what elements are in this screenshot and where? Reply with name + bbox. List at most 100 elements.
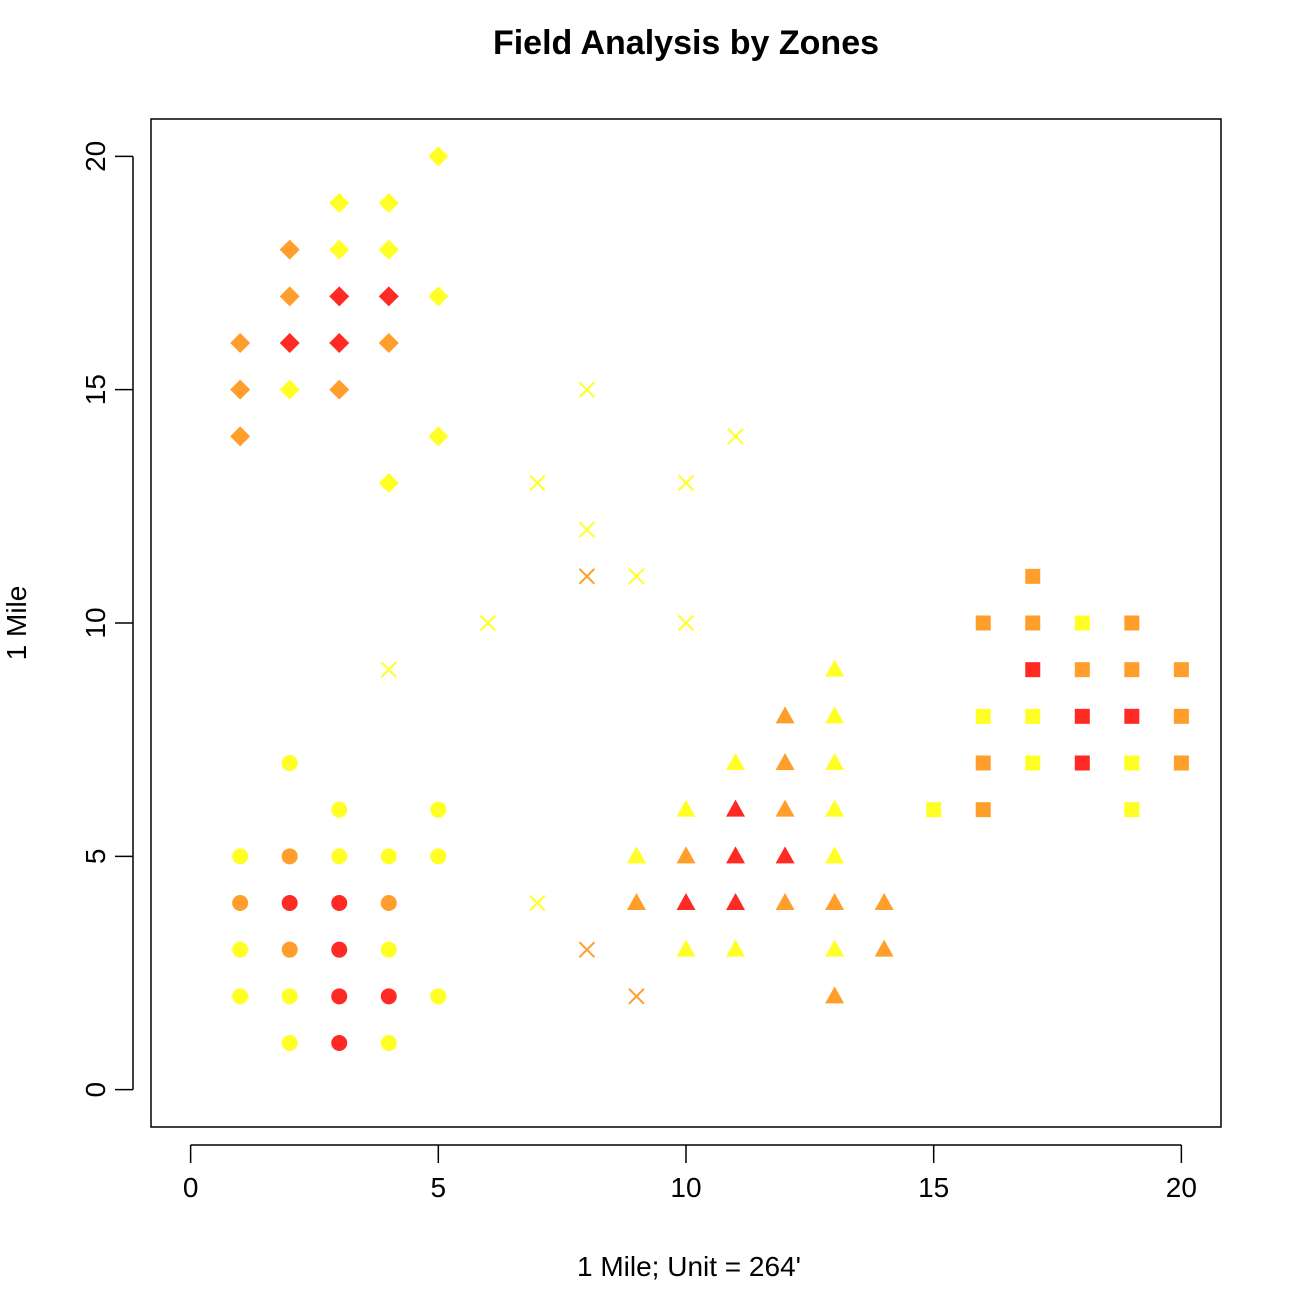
point-cross	[628, 988, 645, 1005]
point-cross	[677, 614, 695, 632]
point-triangle	[775, 846, 795, 864]
x-tick-label: 20	[1166, 1172, 1197, 1203]
point-diamond	[279, 239, 300, 260]
point-circle	[281, 941, 298, 958]
point-diamond	[378, 286, 399, 307]
point-square	[1074, 615, 1090, 631]
point-circle	[281, 848, 298, 865]
y-axis-label: 1 Mile	[1, 586, 32, 661]
point-circle	[331, 1035, 348, 1051]
x-tick-label: 0	[183, 1172, 199, 1203]
point-triangle	[825, 659, 845, 677]
point-triangle	[775, 753, 795, 770]
point-cross	[529, 894, 546, 912]
point-diamond	[329, 193, 350, 213]
point-triangle	[825, 799, 845, 817]
plot-frame	[150, 118, 1222, 1128]
point-triangle	[775, 799, 795, 817]
point-triangle	[775, 706, 795, 724]
point-square	[1025, 755, 1041, 771]
point-square	[1074, 662, 1090, 678]
point-square	[1025, 568, 1041, 584]
point-circle	[232, 848, 249, 865]
point-circle	[232, 988, 249, 1005]
point-cross	[727, 428, 744, 445]
point-square	[1124, 615, 1140, 631]
point-circle	[232, 941, 249, 958]
point-square	[1074, 755, 1090, 771]
point-square	[1173, 708, 1189, 724]
point-triangle	[825, 846, 845, 864]
point-triangle	[726, 893, 746, 910]
point-triangle	[874, 893, 894, 910]
point-circle	[331, 801, 348, 818]
point-circle	[232, 895, 249, 911]
point-triangle	[626, 893, 646, 910]
point-diamond	[279, 379, 300, 400]
point-diamond	[329, 379, 350, 400]
point-cross	[380, 661, 397, 678]
point-diamond	[428, 146, 449, 167]
y-axis: 0 5 10 15 20	[80, 141, 134, 1097]
point-diamond	[428, 426, 449, 447]
point-cross	[578, 941, 596, 958]
point-square	[926, 802, 942, 818]
point-circle	[331, 988, 348, 1005]
point-square	[1124, 708, 1140, 724]
point-diamond	[279, 286, 300, 307]
point-diamond	[329, 333, 350, 353]
point-triangle	[676, 893, 696, 910]
x-axis-label: 1 Mile; Unit = 264'	[577, 1251, 801, 1282]
x-tick-label: 10	[670, 1172, 701, 1203]
point-diamond	[378, 333, 399, 353]
point-square	[1124, 755, 1140, 771]
point-square	[1124, 802, 1140, 818]
point-square	[1124, 662, 1140, 678]
point-square	[975, 802, 991, 818]
point-diamond	[230, 379, 251, 400]
point-cross	[578, 568, 596, 585]
point-square	[1025, 662, 1041, 678]
point-triangle	[825, 893, 845, 910]
point-circle	[281, 755, 298, 771]
point-triangle	[726, 846, 746, 864]
x-tick-label: 15	[918, 1172, 949, 1203]
point-circle	[380, 988, 397, 1005]
point-diamond	[279, 333, 300, 353]
y-tick-label: 10	[80, 607, 111, 638]
point-cross	[578, 381, 596, 398]
point-triangle	[626, 846, 646, 864]
y-tick-label: 20	[80, 141, 111, 172]
point-circle	[430, 848, 447, 865]
point-square	[975, 708, 991, 724]
point-triangle	[825, 753, 845, 770]
point-square	[1173, 662, 1189, 678]
point-diamond	[230, 426, 251, 447]
point-diamond	[329, 286, 350, 307]
point-triangle	[726, 939, 746, 957]
point-triangle	[726, 753, 746, 770]
point-diamond	[428, 286, 449, 307]
point-circle	[430, 801, 447, 818]
point-square	[975, 615, 991, 631]
point-circle	[331, 848, 348, 865]
point-triangle	[726, 799, 746, 817]
point-cross	[479, 614, 497, 632]
point-circle	[430, 988, 447, 1005]
chart-title: Field Analysis by Zones	[493, 24, 879, 62]
point-circle	[281, 988, 298, 1005]
y-tick-label: 5	[80, 849, 111, 865]
point-square	[1025, 708, 1041, 724]
point-triangle	[676, 799, 696, 817]
point-triangle	[676, 939, 696, 957]
point-circle	[281, 1035, 298, 1051]
point-diamond	[378, 193, 399, 213]
point-circle	[281, 895, 298, 911]
point-square	[975, 755, 991, 771]
point-triangle	[676, 846, 696, 864]
point-square	[1074, 708, 1090, 724]
point-cross	[578, 521, 596, 538]
point-triangle	[825, 986, 845, 1004]
point-circle	[331, 895, 348, 911]
